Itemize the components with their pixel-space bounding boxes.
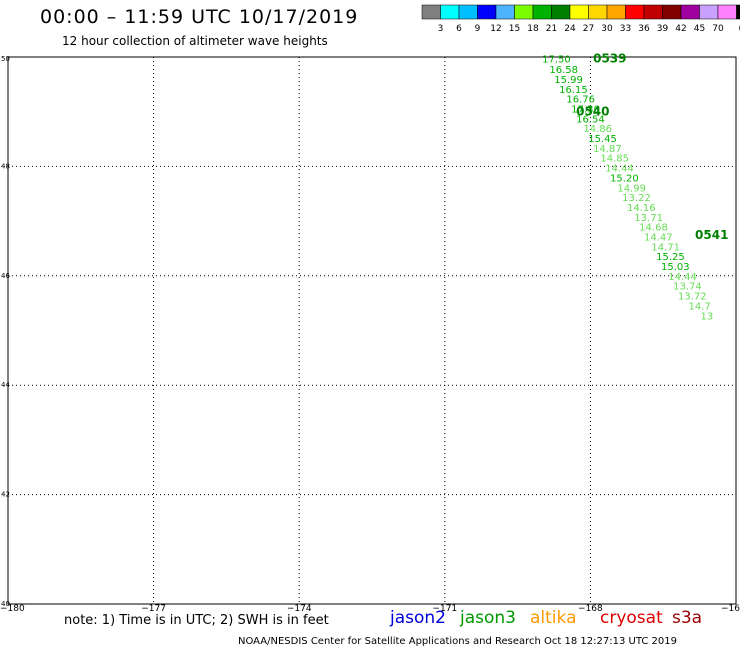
- colorbar-swatch: [625, 4, 645, 20]
- chart-subtitle: 12 hour collection of altimeter wave hei…: [62, 34, 328, 48]
- colorbar-label: 9: [475, 24, 481, 34]
- data-point-label: 17.36: [571, 105, 600, 116]
- colorbar-label: 45: [694, 24, 705, 34]
- x-tick-label: −168: [578, 604, 603, 614]
- data-point-label: 13: [701, 311, 714, 322]
- data-point-label: 14.99: [617, 183, 646, 194]
- colorbar-swatch: [588, 4, 608, 20]
- satellite-name-jason3: jason3: [460, 608, 516, 628]
- colorbar-label: 42: [675, 24, 686, 34]
- colorbar-swatch: [421, 4, 441, 20]
- data-point-label: 15.25: [656, 252, 685, 263]
- data-point-label: 16.58: [549, 65, 578, 76]
- colorbar-label: 33: [620, 24, 631, 34]
- colorbar-label: 12: [490, 24, 501, 34]
- time-label: 0539: [593, 52, 626, 66]
- data-point-label: 14.16: [627, 203, 656, 214]
- colorbar-swatch: [458, 4, 478, 20]
- colorbar-swatch: [569, 4, 589, 20]
- data-point-label: 13.72: [678, 292, 707, 303]
- satellite-name-altika: altika: [530, 608, 577, 628]
- colorbar-swatch: [717, 4, 737, 20]
- footer-note: note: 1) Time is in UTC; 2) SWH is in fe…: [64, 613, 329, 628]
- data-point-label: 14.71: [651, 242, 680, 253]
- y-tick-label: 50: [1, 55, 10, 63]
- data-point-label: 14.7: [688, 301, 710, 312]
- data-point-label: 13.74: [673, 282, 702, 293]
- colorbar-label: 27: [583, 24, 594, 34]
- colorbar-label: 3: [438, 24, 444, 34]
- colorbar-label: 15: [509, 24, 520, 34]
- data-point-label: 15.03: [661, 262, 690, 273]
- footer-credit: NOAA/NESDIS Center for Satellite Applica…: [238, 636, 677, 647]
- x-tick-label: −16: [721, 604, 740, 614]
- y-tick-label: 42: [1, 491, 10, 499]
- colorbar-label: 30: [601, 24, 613, 34]
- colorbar-label: 21: [546, 24, 557, 34]
- x-tick-label: −174: [287, 604, 312, 614]
- colorbar-swatch: [477, 4, 497, 20]
- data-point-label: 14.87: [593, 144, 622, 155]
- data-point-label: 15.45: [588, 134, 617, 145]
- colorbar-swatch: [514, 4, 534, 20]
- colorbar-swatch: [662, 4, 682, 20]
- data-point-label: 14.44: [668, 272, 697, 283]
- data-point-label: 16.54: [576, 114, 605, 125]
- colorbar-swatch: [532, 4, 552, 20]
- data-point-label: 16.15: [559, 85, 588, 96]
- data-point-label: 14.85: [600, 154, 629, 165]
- data-point-label: 15.99: [554, 75, 583, 86]
- data-point-label: 14.86: [583, 124, 612, 135]
- colorbar-swatch: [551, 4, 571, 20]
- data-point-label: 14.44: [605, 164, 634, 175]
- colorbar-swatch: [495, 4, 515, 20]
- satellite-name-jason2: jason2: [390, 608, 446, 628]
- data-point-label: 17.50: [542, 55, 571, 66]
- satellite-name-s3a: s3a: [672, 608, 703, 628]
- time-label: 0540: [576, 105, 609, 119]
- data-point-label: 16.76: [566, 95, 595, 106]
- colorbar-label: 39: [657, 24, 669, 34]
- colorbar-swatch: [736, 4, 740, 20]
- colorbar-label: 24: [564, 24, 576, 34]
- x-tick-label: −177: [141, 604, 166, 614]
- colorbar-swatch: [606, 4, 626, 20]
- y-tick-label: 48: [1, 162, 10, 170]
- satellite-name-cryosat: cryosat: [600, 608, 663, 628]
- data-point-label: 13.71: [634, 213, 663, 224]
- data-point-label: 14.47: [644, 233, 673, 244]
- colorbar-label: 6: [456, 24, 462, 34]
- y-tick-label: 40: [1, 600, 10, 608]
- y-tick-label: 44: [1, 381, 10, 389]
- x-tick-label: −180: [0, 604, 25, 614]
- colorbar-label: 36: [638, 24, 650, 34]
- time-label: 0541: [695, 228, 728, 242]
- plot-frame: [7, 56, 737, 605]
- chart-title: 00:00 – 11:59 UTC 10/17/2019: [40, 6, 359, 28]
- data-point-label: 14.68: [639, 223, 668, 234]
- colorbar-swatch: [699, 4, 719, 20]
- y-tick-label: 46: [1, 272, 10, 280]
- colorbar-swatch: [643, 4, 663, 20]
- data-point-label: 15.20: [610, 173, 639, 184]
- x-tick-label: −171: [432, 604, 457, 614]
- colorbar-label: 18: [527, 24, 539, 34]
- colorbar-label: 70: [712, 24, 724, 34]
- colorbar-swatch: [680, 4, 700, 20]
- colorbar-swatch: [440, 4, 460, 20]
- colorbar-unit: (ft): [739, 24, 740, 34]
- data-point-label: 13.22: [622, 193, 651, 204]
